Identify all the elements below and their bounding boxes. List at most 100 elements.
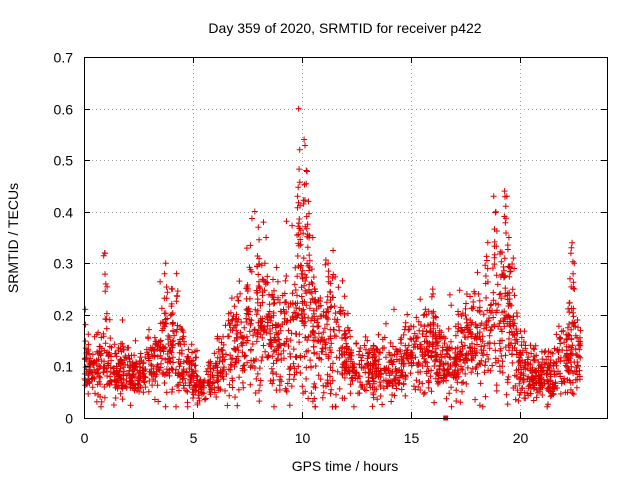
data-point (434, 380, 441, 387)
data-point (247, 381, 254, 388)
data-point (438, 354, 445, 361)
data-point (200, 379, 207, 386)
data-point (316, 355, 323, 362)
data-point (192, 368, 199, 374)
data-point (324, 293, 331, 300)
data-point (310, 383, 317, 390)
data-point (402, 373, 409, 380)
data-point (286, 366, 293, 373)
data-point (176, 349, 183, 356)
data-point (181, 338, 187, 345)
data-point (408, 323, 414, 330)
data-point (96, 343, 103, 350)
data-point (231, 363, 238, 370)
data-point (158, 305, 165, 312)
data-point (452, 349, 459, 356)
data-point (459, 352, 466, 359)
data-point (281, 340, 287, 347)
data-point (429, 310, 435, 317)
data-point (249, 341, 256, 347)
data-point (101, 394, 108, 401)
data-point (440, 360, 447, 367)
data-point (433, 340, 440, 347)
data-point (323, 351, 329, 358)
data-point (444, 371, 451, 378)
data-point (393, 385, 400, 392)
data-point (303, 290, 310, 297)
data-point (446, 354, 453, 360)
data-point (510, 316, 517, 323)
data-point (493, 243, 500, 250)
data-point (474, 269, 481, 276)
data-point (300, 200, 307, 207)
data-point (430, 315, 437, 321)
data-point (308, 279, 315, 286)
data-point (269, 370, 276, 377)
data-point (253, 287, 260, 294)
data-point (518, 334, 525, 341)
data-point (94, 370, 101, 377)
data-point (425, 384, 432, 391)
data-point (565, 331, 571, 338)
data-point (568, 283, 575, 290)
data-point (492, 300, 499, 307)
data-point (499, 249, 505, 256)
data-point (492, 347, 499, 354)
data-point (146, 326, 152, 333)
data-point (235, 297, 242, 304)
data-point (408, 355, 415, 362)
data-point (366, 380, 373, 387)
data-point (85, 331, 92, 338)
data-point (369, 370, 376, 377)
data-point (477, 380, 484, 387)
data-point (163, 366, 170, 373)
data-point (463, 316, 470, 322)
data-point (162, 356, 169, 363)
data-point (446, 390, 453, 397)
data-point (510, 385, 517, 391)
data-point (302, 142, 308, 149)
data-point (568, 352, 575, 358)
data-point (456, 348, 463, 355)
data-point (87, 361, 94, 367)
data-point (506, 322, 513, 329)
data-point (407, 370, 414, 377)
data-point (398, 386, 405, 393)
data-point (356, 361, 363, 368)
data-point (490, 314, 497, 321)
data-point (306, 305, 313, 312)
data-point (531, 384, 538, 391)
data-point (269, 380, 276, 387)
data-point (424, 363, 431, 370)
data-point (569, 390, 576, 397)
data-point (557, 335, 564, 342)
data-point (241, 324, 248, 331)
data-point (210, 374, 217, 381)
data-point (317, 376, 324, 383)
data-point (162, 403, 169, 410)
data-point (283, 388, 290, 395)
data-point (273, 387, 280, 394)
data-point (437, 351, 444, 358)
data-point (453, 387, 460, 394)
data-point (445, 325, 452, 332)
data-point (223, 351, 229, 358)
data-point (190, 395, 196, 401)
data-point (327, 364, 334, 371)
data-point (437, 370, 443, 376)
data-point (262, 281, 269, 288)
data-point (485, 356, 492, 362)
data-point (320, 389, 327, 396)
data-point (415, 318, 422, 325)
data-point (123, 377, 130, 384)
data-point (321, 336, 328, 343)
data-point (356, 373, 363, 380)
data-point (221, 356, 228, 363)
data-point (235, 316, 242, 323)
data-point (182, 380, 189, 386)
data-point (393, 370, 400, 376)
data-point (303, 167, 310, 174)
data-point (307, 357, 314, 364)
data-point (399, 372, 405, 379)
data-point (102, 288, 109, 295)
